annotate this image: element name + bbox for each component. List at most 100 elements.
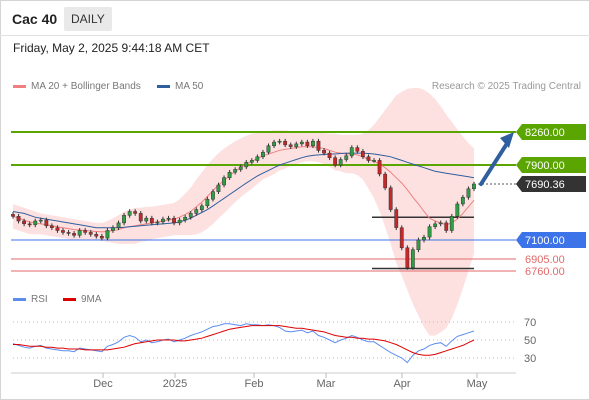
candle-body xyxy=(372,160,376,162)
candle-body xyxy=(188,213,193,218)
candle-body xyxy=(444,222,449,231)
candle-body xyxy=(433,223,438,227)
legend-rsi-ma-label: 9MA xyxy=(81,294,102,305)
candle-body xyxy=(144,217,149,222)
candle-body xyxy=(166,217,171,220)
candle-body xyxy=(344,155,349,160)
candle-body xyxy=(338,159,343,166)
legend-rsi: RSI xyxy=(13,294,48,305)
chart-header: Cac 40 DAILY xyxy=(0,0,590,36)
candle-body xyxy=(55,227,60,231)
candle-body xyxy=(44,219,49,227)
candle-body xyxy=(138,213,143,222)
candle-body xyxy=(27,223,32,226)
candle-body xyxy=(227,172,232,178)
ma50-line xyxy=(12,152,475,229)
candle-body xyxy=(305,141,310,147)
candle-body xyxy=(472,183,476,189)
candle-body xyxy=(316,140,321,151)
legend-rsi-label: RSI xyxy=(31,294,48,305)
candle-body xyxy=(349,147,354,157)
candle-body xyxy=(283,140,288,146)
candle-body xyxy=(249,160,254,163)
ma20-swatch xyxy=(13,85,26,88)
candle-body xyxy=(61,230,65,233)
candle-body xyxy=(261,151,265,158)
legend-ma50-label: MA 50 xyxy=(175,81,204,92)
candle-body xyxy=(394,209,399,228)
candle-body xyxy=(238,166,243,170)
legend-ma20-label: MA 20 + Bollinger Bands xyxy=(31,81,141,92)
candle-body xyxy=(272,141,276,147)
candle-body xyxy=(205,198,210,207)
candle-body xyxy=(22,220,26,225)
rsi-ma-swatch xyxy=(63,298,76,301)
candle-body xyxy=(99,235,104,239)
candle-body xyxy=(94,234,99,237)
candle-body xyxy=(199,205,204,210)
forecast-arrow-head xyxy=(500,132,514,148)
candle-body xyxy=(405,247,410,268)
x-axis-tick-label: Dec xyxy=(93,378,113,390)
candle-body xyxy=(327,152,332,158)
timeframe-badge[interactable]: DAILY xyxy=(64,7,112,31)
candle-body xyxy=(33,220,38,226)
candle-body xyxy=(211,191,215,200)
chart-datetime: Friday, May 2, 2025 9:44:18 AM CET xyxy=(13,41,210,55)
candle-body xyxy=(127,211,132,216)
ma20-line xyxy=(12,146,475,233)
candle-body xyxy=(149,217,154,224)
candle-body xyxy=(11,214,15,217)
candle-body xyxy=(222,177,226,186)
candle-body xyxy=(83,230,88,233)
price-level-tag-label: 7900.00 xyxy=(525,160,565,172)
x-axis-tick-label: May xyxy=(467,378,488,390)
candle-body xyxy=(122,215,126,224)
candle-body xyxy=(183,216,188,221)
candle-body xyxy=(355,147,360,152)
legend-ma50: MA 50 xyxy=(157,81,203,92)
candle-body xyxy=(155,221,160,224)
candle-body xyxy=(427,226,432,238)
candle-body xyxy=(410,249,415,268)
price-level-tag-resistance xyxy=(516,157,586,173)
candle-body xyxy=(244,162,249,168)
candle-body xyxy=(299,141,304,145)
candle-body xyxy=(388,187,393,210)
candle-body xyxy=(172,217,176,224)
candle-body xyxy=(383,173,388,189)
price-level-tag-label: 7690.36 xyxy=(525,179,565,191)
candle-body xyxy=(16,216,21,222)
candle-body xyxy=(88,232,93,235)
candle-body xyxy=(116,222,121,228)
candle-body xyxy=(105,230,110,239)
candle-body xyxy=(77,230,82,236)
x-axis-tick-label: Feb xyxy=(245,378,264,390)
x-axis-tick-label: Mar xyxy=(317,378,336,390)
price-level-label: 6760.00 xyxy=(525,266,565,278)
candle-body xyxy=(66,232,71,234)
candle-body xyxy=(416,239,421,250)
legend-rsi-ma: 9MA xyxy=(63,294,102,305)
candle-body xyxy=(266,145,271,153)
candle-body xyxy=(438,222,443,225)
candle-body xyxy=(111,227,115,231)
candle-body xyxy=(377,160,382,175)
candle-body xyxy=(466,188,471,198)
candle-body xyxy=(360,151,365,158)
research-credit: Research © 2025 Trading Central xyxy=(431,81,581,92)
rsi-swatch xyxy=(13,298,26,301)
rsi-tick-label: 30 xyxy=(524,353,536,365)
candle-body xyxy=(194,209,199,214)
price-level-tag-resistance xyxy=(516,124,586,140)
bollinger-band-area xyxy=(13,88,474,336)
candle-body xyxy=(294,143,299,147)
rsi-line-9ma xyxy=(13,325,475,356)
candle-body xyxy=(72,233,76,236)
candle-body xyxy=(255,156,260,161)
rsi-line-rsi xyxy=(12,323,475,364)
instrument-title: Cac 40 xyxy=(12,11,58,27)
forecast-arrow-shaft xyxy=(479,140,510,187)
price-level-tag-pivot xyxy=(516,232,586,248)
